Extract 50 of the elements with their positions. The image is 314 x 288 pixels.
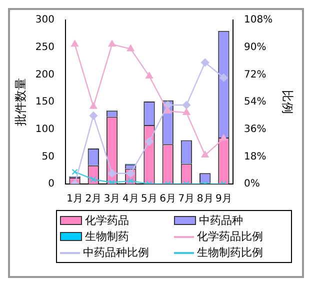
y-tick-label: 100 (35, 124, 54, 135)
point (182, 108, 190, 115)
y-axis-title: 批件数量 (13, 78, 28, 126)
legend-label: 化学药品比例 (197, 229, 263, 244)
x-tick-label: 8月 (196, 194, 214, 205)
x-tick-label: 9月 (216, 194, 232, 205)
point (108, 179, 116, 184)
y2-tick-label: 54% (244, 96, 266, 108)
x-tick-label: 3月 (104, 194, 120, 205)
point (200, 58, 210, 67)
y2-tick-label: 90% (244, 42, 266, 53)
point (145, 137, 154, 146)
point (164, 107, 172, 114)
y-tick-label: 150 (35, 96, 54, 108)
point (201, 151, 209, 158)
point (128, 178, 134, 184)
x-tick-label: 2月 (85, 194, 102, 205)
y-tick-label: 0 (48, 178, 54, 190)
y2-axis-title: 比例 (280, 90, 295, 114)
point (108, 40, 116, 47)
y2-tick-label: 0% (244, 178, 260, 190)
y-tick-label: 250 (35, 42, 54, 53)
point (90, 176, 96, 183)
point (220, 134, 228, 141)
point (108, 169, 116, 178)
legend-label: 化学药品 (85, 213, 129, 228)
y2-tick-label: 36% (244, 124, 266, 135)
x-tick-label: 7月 (178, 194, 195, 205)
point (146, 72, 153, 79)
y-tick-label: 300 (35, 14, 54, 26)
legend-label: 中药品种 (199, 213, 243, 228)
y2-tick-label: 18% (244, 151, 266, 162)
x-tick-label: 5月 (141, 194, 158, 205)
point (220, 74, 228, 82)
x-tick-label: 1月 (66, 194, 83, 205)
y-tick-label: 50 (42, 151, 54, 162)
y-tick-label: 200 (35, 69, 54, 80)
legend-label: 中药品种比例 (83, 245, 149, 260)
legend-label: 生物制药 (85, 229, 129, 244)
x-tick-label: 6月 (160, 194, 176, 205)
point (72, 168, 78, 175)
y2-tick-label: 72% (244, 69, 266, 80)
point (89, 112, 98, 120)
point (182, 100, 191, 110)
point (90, 102, 98, 109)
x-tick-label: 4月 (122, 194, 139, 205)
point (127, 44, 134, 52)
legend-label: 生物制药比例 (197, 245, 263, 260)
point (71, 40, 78, 47)
y2-tick-label: 108% (244, 14, 273, 26)
